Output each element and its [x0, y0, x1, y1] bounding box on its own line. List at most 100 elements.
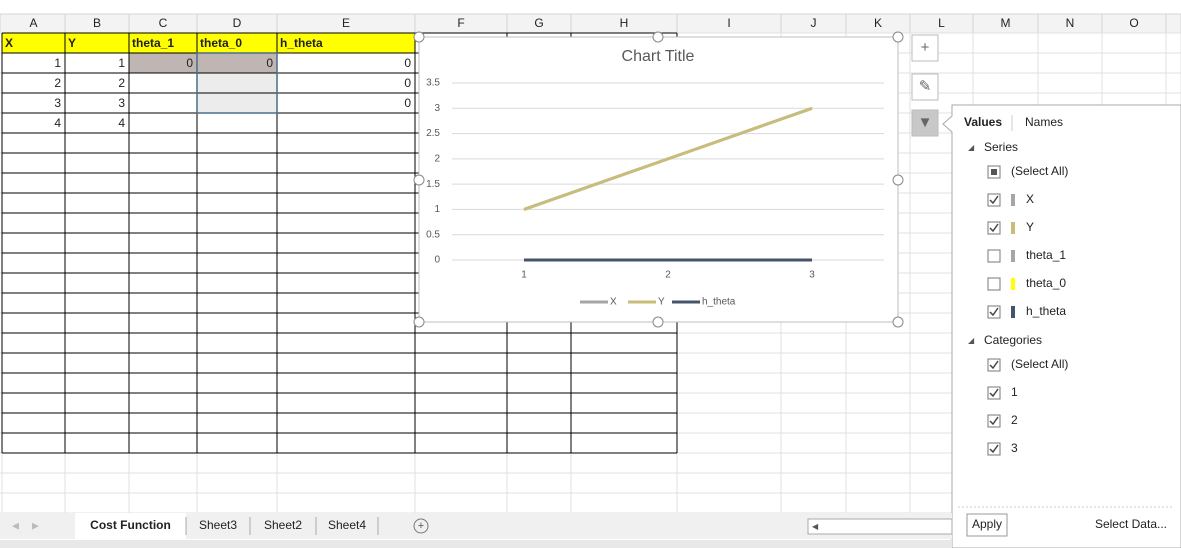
- cell-value: 0: [404, 96, 411, 110]
- legend-label: h_theta: [702, 297, 736, 308]
- column-header: M: [1001, 16, 1011, 30]
- check-mark: [989, 360, 999, 370]
- resize-handle[interactable]: [892, 174, 904, 186]
- column-header: O: [1129, 16, 1138, 30]
- add-sheet[interactable]: [413, 518, 429, 534]
- add-sheet-icon: +: [418, 520, 424, 532]
- resize-handle[interactable]: [892, 31, 904, 43]
- series-item: X: [1026, 192, 1034, 206]
- y-tick-label: 0.5: [426, 229, 440, 240]
- checkbox[interactable]: [987, 414, 1001, 428]
- series-swatch: [1011, 306, 1015, 318]
- y-tick-label: 3.5: [426, 78, 440, 89]
- apply-label: Apply: [972, 517, 1002, 531]
- header-cell: theta_1: [132, 36, 174, 50]
- chart-button-icon: +: [921, 39, 930, 56]
- selection: [196, 52, 278, 114]
- cell-value: 4: [118, 116, 125, 130]
- h-scrollbar[interactable]: [807, 518, 953, 535]
- column-header: G: [534, 16, 543, 30]
- chart-button-icon: ▼: [918, 114, 933, 131]
- cell-value: 4: [54, 116, 61, 130]
- indeterminate-mark: [991, 169, 997, 175]
- series-item: Y: [1026, 220, 1034, 234]
- column-header: N: [1066, 16, 1075, 30]
- sheet-tab[interactable]: Cost Function: [90, 518, 171, 532]
- header-fill: [2, 33, 415, 53]
- chart-button[interactable]: [911, 34, 939, 62]
- sheet-tab[interactable]: Sheet4: [328, 518, 366, 532]
- checkbox[interactable]: [987, 442, 1001, 456]
- column-header: I: [727, 16, 730, 30]
- resize-handle[interactable]: [413, 174, 425, 186]
- collapse-icon: ◢: [968, 336, 975, 345]
- column-header: F: [457, 16, 464, 30]
- y-tick-label: 2: [434, 153, 440, 164]
- cell-value: 0: [404, 76, 411, 90]
- checkbox[interactable]: [987, 277, 1001, 291]
- y-tick-label: 1.5: [426, 179, 440, 190]
- status-bar: [0, 540, 952, 548]
- series-swatch: [1011, 278, 1015, 290]
- filter-panel: [942, 104, 1181, 548]
- checkbox[interactable]: [987, 305, 1001, 319]
- header-cell: theta_0: [200, 36, 242, 50]
- y-tick-label: 2.5: [426, 128, 440, 139]
- series-item: h_theta: [1026, 304, 1066, 318]
- select-data-link[interactable]: Select Data...: [1095, 517, 1167, 531]
- category-item: (Select All): [1011, 357, 1068, 371]
- cell-value: 2: [54, 76, 61, 90]
- column-header: A: [29, 16, 37, 30]
- resize-handle[interactable]: [652, 31, 664, 43]
- apply-button[interactable]: [966, 513, 1008, 537]
- tab[interactable]: Names: [1025, 115, 1063, 129]
- y-tick-label: 3: [434, 103, 440, 114]
- cell-value: 0: [266, 56, 273, 70]
- header-cell: h_theta: [280, 36, 323, 50]
- y-tick-label: 1: [434, 204, 440, 215]
- scroll-arrow: ◀: [12, 520, 19, 530]
- checkbox[interactable]: [987, 221, 1001, 235]
- cell-value: 0: [404, 56, 411, 70]
- series-line: [523, 106, 813, 211]
- checkbox[interactable]: [987, 386, 1001, 400]
- checkbox[interactable]: [987, 193, 1001, 207]
- x-tick-label: 3: [809, 270, 815, 281]
- checkbox[interactable]: [987, 249, 1001, 263]
- series-item: theta_1: [1026, 248, 1066, 262]
- column-header: K: [874, 16, 882, 30]
- column-header: D: [233, 16, 242, 30]
- resize-handle[interactable]: [652, 316, 664, 328]
- sheet-tab[interactable]: Sheet3: [199, 518, 237, 532]
- cell-value: 2: [118, 76, 125, 90]
- column-header: J: [811, 16, 817, 30]
- cell-value: 0: [186, 56, 193, 70]
- check-mark: [989, 444, 999, 454]
- section-heading: Series: [984, 140, 1018, 154]
- chart-button-icon: ✎: [919, 78, 932, 95]
- column-header: C: [159, 16, 168, 30]
- check-mark: [989, 388, 999, 398]
- y-tick-label: 0: [434, 255, 440, 266]
- chart-title: Chart Title: [622, 48, 695, 65]
- column-header: E: [342, 16, 350, 30]
- tab[interactable]: Values: [964, 115, 1002, 129]
- legend-label: Y: [658, 297, 665, 308]
- column-header: L: [938, 16, 945, 30]
- sheet-tab-active: [75, 513, 186, 539]
- checkbox[interactable]: [987, 358, 1001, 372]
- x-tick-label: 1: [521, 270, 527, 281]
- scroll-arrow: ◀: [812, 522, 819, 531]
- sheet-tab[interactable]: Sheet2: [264, 518, 302, 532]
- cell-fill: [129, 53, 277, 73]
- chart-button[interactable]: [911, 73, 939, 101]
- resize-handle[interactable]: [413, 316, 425, 328]
- scroll-arrow: ▶: [32, 520, 39, 530]
- resize-handle[interactable]: [413, 31, 425, 43]
- cell-value: 3: [118, 96, 125, 110]
- category-item: 3: [1011, 441, 1018, 455]
- legend-label: X: [610, 297, 617, 308]
- resize-handle[interactable]: [892, 316, 904, 328]
- chart-button[interactable]: [911, 109, 939, 137]
